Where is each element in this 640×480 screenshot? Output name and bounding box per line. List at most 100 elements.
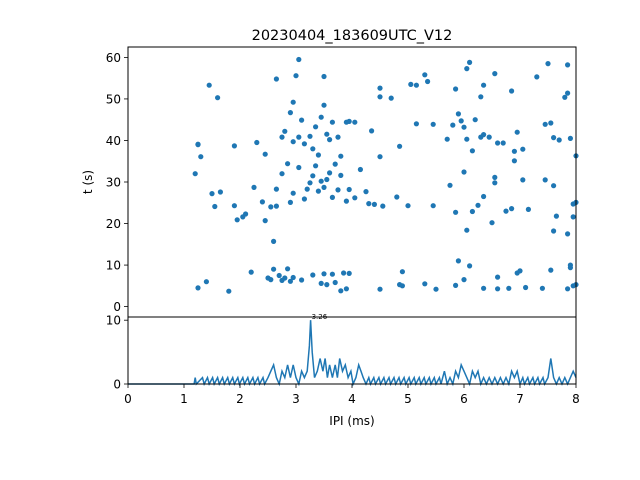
scatter-point (405, 203, 411, 209)
scatter-point (413, 82, 419, 88)
scatter-y-tick-label: 60 (106, 51, 121, 65)
scatter-point (514, 129, 520, 135)
histogram-x-tick-label: 4 (348, 392, 356, 406)
scatter-point (324, 282, 330, 288)
scatter-point (285, 266, 291, 272)
scatter-y-tick-label: 10 (106, 259, 121, 273)
scatter-point (290, 190, 296, 196)
histogram-x-tick-label: 5 (404, 392, 412, 406)
histogram-x-ticks: 0 1 2 3 4 5 6 7 8 (124, 384, 580, 406)
scatter-point (525, 206, 532, 212)
scatter-point (324, 131, 330, 137)
scatter-point (268, 204, 274, 210)
scatter-point (467, 263, 473, 269)
histogram-x-tick-label: 8 (572, 392, 580, 406)
scatter-point (313, 163, 319, 169)
scatter-point (290, 99, 296, 105)
scatter-point (486, 134, 492, 140)
scatter-point (296, 164, 302, 171)
scatter-point (553, 213, 560, 219)
scatter-point (329, 119, 335, 125)
scatter-point (548, 120, 554, 126)
scatter-point (287, 110, 293, 116)
scatter-point (290, 274, 296, 281)
scatter-point (310, 146, 316, 152)
scatter-point (346, 118, 352, 124)
scatter-point (551, 183, 557, 189)
scatter-point (430, 203, 436, 209)
chart-title: 20230404_183609UTC_V12 (252, 28, 453, 44)
scatter-point (433, 286, 439, 292)
scatter-point (327, 170, 333, 176)
scatter-point (254, 139, 260, 146)
scatter-point (248, 269, 254, 275)
scatter-point (209, 191, 215, 197)
scatter-point (310, 173, 316, 179)
scatter-point (307, 133, 313, 139)
scatter-point (282, 275, 288, 281)
scatter-point (447, 182, 453, 188)
scatter-point (500, 140, 506, 146)
scatter-point (273, 76, 279, 82)
scatter-point (492, 174, 498, 180)
scatter-point (335, 187, 341, 193)
histogram-line (128, 320, 577, 387)
scatter-point (565, 90, 571, 96)
scatter-point (346, 270, 352, 276)
scatter-point (195, 141, 201, 147)
scatter-point (481, 193, 487, 200)
scatter-point (397, 143, 403, 149)
scatter-point (422, 281, 428, 287)
scatter-point (511, 158, 517, 164)
scatter-point (234, 217, 240, 223)
scatter-point (377, 154, 383, 160)
scatter-point (422, 72, 428, 78)
scatter-point (271, 266, 277, 272)
scatter-point (469, 148, 475, 154)
histogram-x-axis-label: IPI (ms) (329, 414, 374, 428)
scatter-point (343, 198, 349, 204)
scatter-point (341, 270, 347, 276)
scatter-point (430, 121, 436, 127)
scatter-point (565, 286, 571, 292)
scatter-point (366, 201, 372, 207)
scatter-point (268, 277, 274, 283)
scatter-point (296, 134, 302, 140)
scatter-point (299, 277, 305, 283)
scatter-point (231, 203, 237, 209)
scatter-point (327, 137, 333, 143)
scatter-y-axis-label: t (s) (81, 170, 95, 194)
scatter-point (570, 214, 576, 220)
histogram-y-ticks: 0 10 (106, 314, 128, 392)
scatter-point (262, 218, 268, 224)
scatter-point (551, 135, 557, 141)
histogram-y-tick-label: 0 (113, 378, 121, 392)
scatter-point (495, 286, 501, 292)
scatter-point (399, 283, 405, 289)
scatter-point (293, 73, 299, 79)
scatter-point (338, 153, 344, 159)
scatter-point (464, 227, 470, 233)
scatter-y-tick-label: 30 (106, 176, 121, 190)
scatter-point (464, 66, 470, 72)
scatter-point (282, 128, 288, 134)
scatter-point (511, 148, 517, 154)
scatter-point (565, 231, 571, 237)
scatter-point (461, 169, 467, 175)
scatter-point (506, 285, 512, 291)
scatter-point (542, 177, 548, 183)
scatter-point (195, 285, 201, 291)
scatter-point (458, 118, 464, 124)
scatter-point (262, 151, 268, 157)
scatter-point (346, 186, 352, 193)
scatter-point (315, 152, 321, 158)
scatter-point (453, 282, 459, 288)
scatter-point (481, 132, 487, 138)
scatter-point (394, 194, 400, 200)
scatter-point (545, 61, 551, 67)
scatter-point (453, 209, 459, 215)
scatter-point (329, 271, 335, 277)
